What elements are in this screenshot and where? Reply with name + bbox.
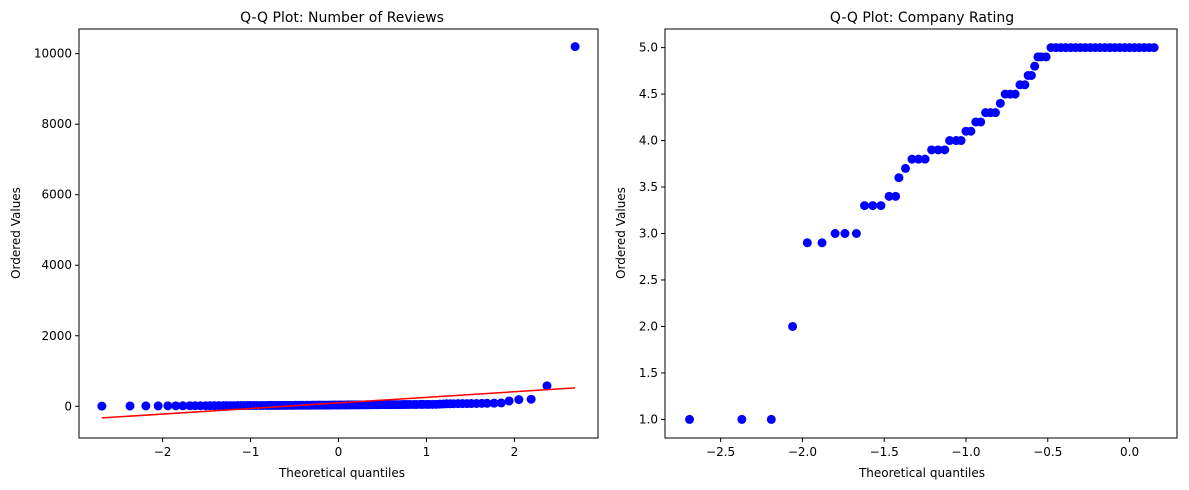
y-tick-label: 0 (64, 399, 72, 413)
plot-marks (97, 42, 580, 419)
y-tick-label: 2.5 (639, 273, 658, 287)
data-point (125, 401, 135, 411)
y-tick-label: 5.0 (639, 41, 658, 55)
y-tick-label: 6000 (41, 188, 72, 202)
x-tick-label: −1.0 (951, 445, 980, 459)
plot-number-of-reviews: Q-Q Plot: Number of Reviews −2 −1 0 1 2 0 200… (9, 10, 599, 480)
x-axis-label: Theoretical quantiles (858, 466, 985, 480)
data-point (171, 401, 181, 411)
data-point (914, 154, 924, 164)
y-tick-label: 3.5 (639, 180, 658, 194)
plot-title: Q-Q Plot: Company Rating (830, 10, 1014, 26)
data-point (945, 136, 955, 146)
data-point (868, 201, 878, 211)
data-point (817, 238, 827, 248)
data-point (163, 401, 173, 411)
fit-line (101, 387, 576, 419)
x-tick-label: 2 (511, 445, 519, 459)
data-point (153, 401, 163, 411)
data-point (526, 394, 536, 404)
plot-company-rating: Q-Q Plot: Company Rating −2.5 −2.0 −1.5 −1.… (614, 10, 1178, 480)
data-point (1010, 89, 1020, 99)
data-point (570, 42, 580, 52)
data-point (737, 414, 747, 424)
data-point (940, 145, 950, 155)
axes-frame (664, 28, 1178, 439)
data-point (1041, 52, 1051, 62)
data-point (876, 201, 886, 211)
plot-title: Q-Q Plot: Number of Reviews (240, 10, 444, 26)
x-tick-label: 0.0 (1120, 445, 1139, 459)
data-point (489, 398, 499, 408)
data-point (907, 154, 917, 164)
data-point (860, 201, 870, 211)
data-point (956, 136, 966, 146)
x-tick-label: −0.5 (1033, 445, 1062, 459)
x-tick-label: −1.5 (870, 445, 899, 459)
y-tick-label: 1.0 (639, 412, 658, 426)
y-tick-label: 4.0 (639, 134, 658, 148)
data-point (1020, 80, 1030, 90)
x-ticks: −2 −1 0 1 2 (154, 438, 519, 459)
data-point (1149, 43, 1159, 53)
data-point (97, 401, 107, 411)
y-tick-label: 4000 (41, 258, 72, 272)
data-point (840, 229, 850, 238)
data-point (496, 398, 506, 408)
axes-frame (78, 28, 599, 439)
x-tick-label: −2 (154, 445, 172, 459)
data-point (514, 395, 524, 405)
data-point (920, 154, 930, 164)
y-tick-label: 2000 (41, 329, 72, 343)
data-point (788, 321, 798, 331)
y-tick-label: 2.0 (639, 319, 658, 333)
x-axis-label: Theoretical quantiles (278, 466, 405, 480)
y-tick-label: 8000 (41, 117, 72, 131)
data-point (504, 396, 514, 406)
data-point (1030, 61, 1040, 71)
data-point (990, 108, 1000, 118)
y-tick-label: 3.0 (639, 227, 658, 241)
data-point (830, 229, 840, 238)
data-point (1026, 70, 1036, 80)
y-tick-label: 4.5 (639, 87, 658, 101)
data-point (933, 145, 943, 155)
x-ticks: −2.5 −2.0 −1.5 −1.0 −0.5 0.0 (706, 438, 1139, 459)
x-tick-label: −2.5 (706, 445, 735, 459)
data-point (927, 145, 937, 155)
y-axis-label: Ordered Values (9, 187, 23, 279)
data-point (766, 414, 776, 424)
y-tick-label: 10000 (34, 47, 72, 61)
data-point (685, 414, 695, 424)
y-ticks: 1.0 1.5 2.0 2.5 3.0 3.5 4.0 4.5 5.0 (639, 41, 665, 426)
data-point (178, 401, 188, 411)
data-point (976, 117, 986, 127)
data-point (995, 98, 1005, 108)
data-point (900, 163, 910, 173)
plot-marks (685, 43, 1159, 424)
data-point (482, 398, 492, 408)
y-tick-label: 1.5 (639, 366, 658, 380)
data-point (542, 381, 552, 391)
x-tick-label: −2.0 (788, 445, 817, 459)
x-tick-label: −1 (242, 445, 260, 459)
data-point (802, 238, 812, 248)
data-point (966, 126, 976, 136)
data-point (141, 401, 151, 411)
data-point (851, 229, 861, 238)
data-point (894, 173, 904, 183)
x-tick-label: 1 (423, 445, 431, 459)
y-axis-label: Ordered Values (614, 187, 628, 279)
data-point (891, 191, 901, 201)
data-point (884, 191, 894, 201)
y-ticks: 0 2000 4000 6000 8000 10000 (34, 47, 79, 413)
x-tick-label: 0 (335, 445, 343, 459)
